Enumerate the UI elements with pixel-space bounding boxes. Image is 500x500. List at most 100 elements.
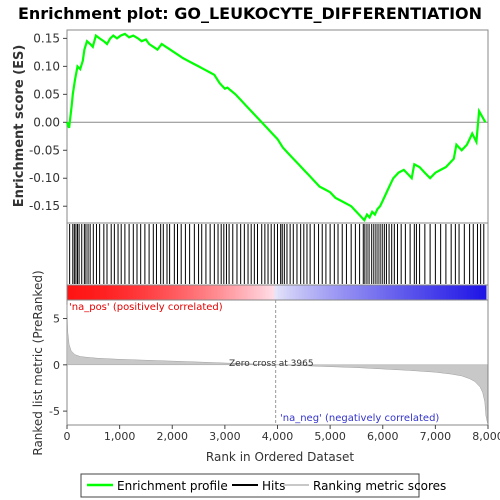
rank-bar-segment	[223, 285, 227, 300]
rank-bar-segment	[421, 285, 426, 300]
rank-bar-segment	[268, 285, 273, 300]
rank-bar-segment	[355, 285, 360, 300]
rank-bar-segment	[301, 285, 306, 300]
rank-bar-segment	[193, 285, 197, 300]
rank-bar-segment	[364, 285, 369, 300]
rank-bar-segment	[67, 285, 71, 300]
rank-bar-segment	[256, 285, 261, 300]
rank-bar-segment	[94, 285, 98, 300]
x-axis-label: Rank in Ordered Dataset	[206, 450, 354, 464]
rank-bar-segment	[85, 285, 89, 300]
rank-bar-segment	[103, 285, 107, 300]
metric-area	[66, 304, 488, 424]
rank-bar-segment	[466, 285, 471, 300]
rank-bar-segment	[343, 285, 348, 300]
rank-bar-segment	[79, 285, 83, 300]
es-ylabel: Enrichment score (ES)	[12, 45, 27, 208]
rank-bar-segment	[442, 285, 447, 300]
rank-bar-segment	[145, 285, 149, 300]
enrichment-profile-line	[65, 32, 487, 223]
rank-bar-segment	[130, 285, 134, 300]
rank-bar-segment	[265, 285, 270, 300]
rank-bar-segment	[280, 285, 285, 300]
rank-bar-segment	[388, 285, 393, 300]
rank-bar-segment	[370, 285, 375, 300]
rank-bar-segment	[124, 285, 128, 300]
rank-bar-segment	[274, 285, 279, 300]
rank-bar-segment	[133, 285, 137, 300]
es-ytick-label: -0.05	[29, 143, 60, 157]
rank-bar-segment	[403, 285, 408, 300]
rank-bar-segment	[106, 285, 110, 300]
rank-bar-segment	[211, 285, 215, 300]
rank-bar-segment	[313, 285, 318, 300]
rank-bar-segment	[346, 285, 351, 300]
es-panel: 0.15 0.10 0.05 0.00 -0.05 -0.10 -0.15 Enrichme…	[12, 29, 489, 224]
x-tick-label: 6,000	[367, 430, 399, 443]
rank-bar-segment	[454, 285, 459, 300]
rank-bar-segment	[136, 285, 140, 300]
rank-bar-segment	[463, 285, 468, 300]
rank-bar-segment	[340, 285, 345, 300]
rank-bar-segment	[433, 285, 438, 300]
rank-bar-segment	[118, 285, 122, 300]
rank-bar-segment	[373, 285, 378, 300]
rank-bar-segment	[406, 285, 411, 300]
rank-bar-segment	[481, 285, 486, 300]
rank-bar-segment	[187, 285, 191, 300]
ranking-bar	[66, 284, 489, 301]
rank-bar-segment	[154, 285, 158, 300]
rank-bar-segment	[424, 285, 429, 300]
metric-ytick-label: 5	[53, 313, 60, 326]
rank-bar-segment	[172, 285, 176, 300]
metric-yticks: 5 0 -5	[49, 313, 67, 418]
x-tick-label: 3,000	[209, 430, 241, 443]
rank-bar-segment	[334, 285, 339, 300]
rank-bar-segment	[238, 285, 243, 300]
rank-bar-segment	[139, 285, 143, 300]
rank-bar-segment	[178, 285, 182, 300]
rank-bar-segment	[205, 285, 209, 300]
legend-hits-label: Hits	[262, 479, 285, 493]
rank-bar-segment	[157, 285, 161, 300]
x-tick-label: 2,000	[157, 430, 189, 443]
rank-bar-segment	[190, 285, 194, 300]
metric-ylabel: Ranked list metric (PreRanked)	[31, 270, 45, 455]
rank-bar-segment	[166, 285, 170, 300]
rank-bar-segment	[226, 285, 230, 300]
rank-bar-segment	[175, 285, 179, 300]
rank-bar-segment	[445, 285, 450, 300]
rank-bar-segment	[337, 285, 342, 300]
rank-bar-segment	[469, 285, 474, 300]
rank-bar-segment	[361, 285, 366, 300]
metric-ytick-label: 0	[53, 359, 60, 372]
rank-bar-segment	[259, 285, 264, 300]
rank-bar-segment	[142, 285, 146, 300]
rank-bar-segment	[358, 285, 363, 300]
es-yticks: 0.15 0.10 0.05 0.00 -0.05 -0.10 -0.15	[29, 31, 67, 213]
rank-bar-segment	[295, 285, 300, 300]
rank-bar-segment	[76, 285, 80, 300]
x-tick-label: 7,000	[420, 430, 452, 443]
rank-bar-segment	[163, 285, 167, 300]
rank-bar-segment	[376, 285, 381, 300]
rank-bar-segment	[109, 285, 113, 300]
rank-bar-segment	[316, 285, 321, 300]
rank-bar-segment	[394, 285, 399, 300]
rank-bar-segment	[478, 285, 483, 300]
chart-title: Enrichment plot: GO_LEUKOCYTE_DIFFERENTI…	[18, 4, 482, 23]
legend: Enrichment profile Hits Ranking metric s…	[80, 473, 446, 498]
es-ytick-label: 0.15	[33, 31, 60, 45]
rank-bar-segment	[427, 285, 432, 300]
rank-bar-segment	[88, 285, 92, 300]
rank-bar-segment	[412, 285, 417, 300]
rank-bar-segment	[214, 285, 218, 300]
rank-bar-segment	[148, 285, 152, 300]
x-tick-label: 4,000	[262, 430, 294, 443]
es-ytick-label: 0.00	[33, 115, 60, 129]
rank-bar-segment	[415, 285, 420, 300]
rank-bar-segment	[418, 285, 423, 300]
x-tick-label: 8,000	[472, 430, 500, 443]
rank-bar-segment	[184, 285, 188, 300]
